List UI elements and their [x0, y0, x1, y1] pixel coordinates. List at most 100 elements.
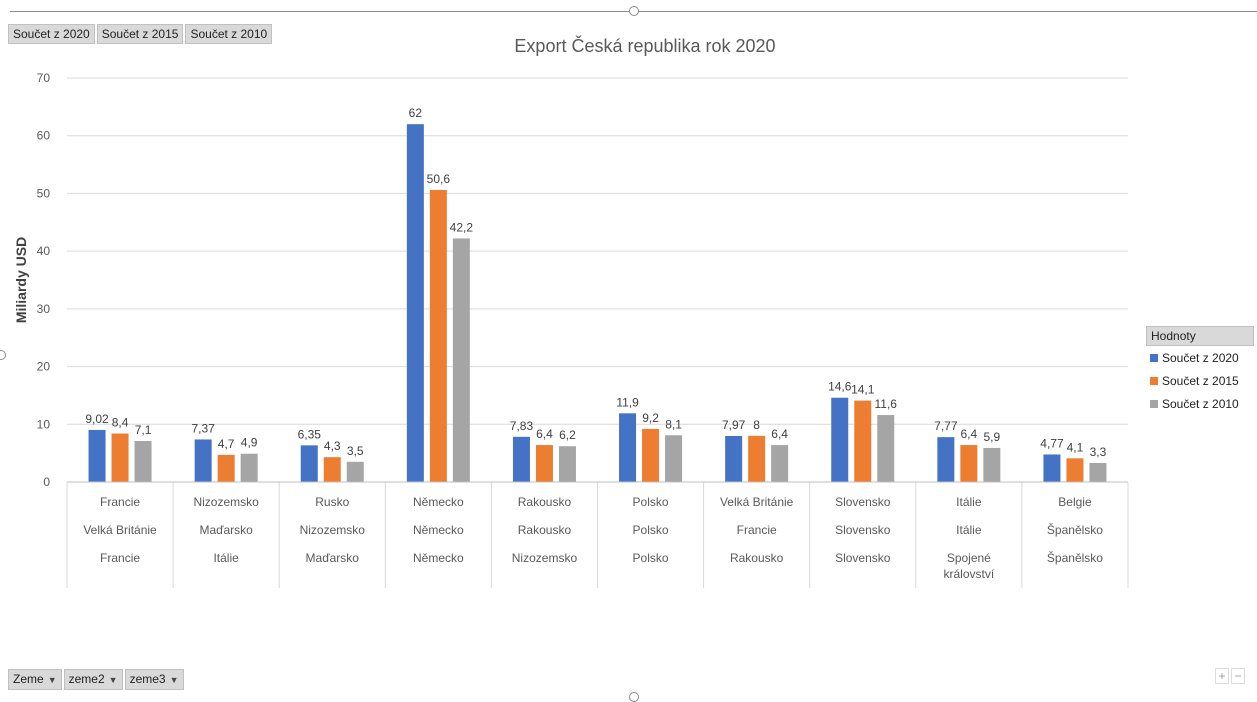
x-tick-label: Nizozemsko [512, 551, 578, 565]
data-label: 8,1 [665, 417, 682, 431]
data-label: 6,2 [559, 428, 576, 442]
bar[interactable] [1066, 458, 1084, 482]
data-label: 8 [753, 418, 760, 432]
legend-title[interactable]: Hodnoty [1146, 326, 1254, 346]
bar[interactable] [937, 437, 955, 482]
y-tick-label: 20 [37, 360, 51, 374]
field-button-2010[interactable]: Součet z 2010 [185, 24, 273, 44]
legend-item-2015: Součet z 2015 [1146, 369, 1254, 392]
bar[interactable] [512, 436, 530, 482]
field-button-zeme2[interactable]: zeme2 ▼ [63, 669, 123, 690]
resize-handle-top[interactable] [629, 6, 639, 16]
data-label: 3,5 [347, 444, 364, 458]
x-tick-label: Rakousko [518, 495, 572, 509]
bar[interactable] [346, 461, 364, 482]
bar[interactable] [831, 397, 849, 482]
x-tick-label: Slovensko [835, 523, 891, 537]
x-tick-label: Slovensko [835, 551, 891, 565]
data-label: 6,35 [298, 427, 322, 441]
bar[interactable] [452, 238, 470, 482]
dropdown-arrow-icon: ▼ [108, 675, 118, 685]
x-tick-label: Slovensko [835, 495, 891, 509]
field-button-2020[interactable]: Součet z 2020 [8, 24, 95, 44]
x-tick-label: Spojené [947, 551, 991, 565]
x-tick-label: Španělsko [1047, 522, 1103, 537]
field-button-label: zeme2 [68, 672, 105, 686]
bar[interactable] [300, 445, 318, 482]
bar[interactable] [771, 445, 789, 482]
bar[interactable] [1043, 454, 1061, 482]
dropdown-arrow-icon: ▼ [47, 675, 57, 685]
x-tick-label: Maďarsko [199, 523, 253, 537]
bar[interactable] [725, 436, 743, 482]
bar[interactable] [642, 428, 660, 482]
x-tick-label: Nizozemsko [193, 495, 259, 509]
field-button-2015[interactable]: Součet z 2015 [96, 24, 184, 44]
legend-swatch [1150, 376, 1158, 385]
bar[interactable] [748, 435, 766, 482]
x-tick-label: Velká Británie [83, 523, 157, 537]
field-button-label: zeme3 [129, 672, 166, 686]
bar[interactable] [217, 454, 235, 482]
bar[interactable] [877, 415, 895, 482]
data-label: 9,2 [642, 411, 659, 425]
collapse-icon[interactable]: − [1231, 668, 1245, 684]
data-label: 14,6 [828, 380, 852, 394]
data-label: 7,97 [722, 418, 746, 432]
data-label: 11,9 [616, 395, 639, 409]
bar[interactable] [194, 439, 212, 482]
x-tick-label: království [944, 567, 995, 581]
x-tick-label: Rakousko [518, 523, 572, 537]
data-label: 4,9 [241, 436, 258, 450]
bar[interactable] [854, 400, 872, 482]
resize-handle-left[interactable] [0, 350, 6, 360]
field-button-zeme3[interactable]: zeme3 ▼ [124, 669, 184, 690]
data-label: 3,3 [1090, 445, 1107, 459]
y-tick-label: 60 [37, 129, 51, 143]
bar[interactable] [111, 433, 129, 482]
bar[interactable] [240, 453, 258, 482]
bar[interactable] [323, 457, 341, 482]
y-tick-label: 40 [37, 244, 51, 258]
data-label: 5,9 [984, 430, 1001, 444]
bar[interactable] [558, 446, 576, 482]
data-label: 4,3 [324, 439, 341, 453]
x-tick-label: Belgie [1058, 495, 1092, 509]
y-tick-label: 0 [43, 475, 50, 489]
bar[interactable] [1089, 462, 1107, 482]
legend: Hodnoty Součet z 2020 Součet z 2015 Souč… [1146, 326, 1254, 415]
data-label: 7,77 [934, 419, 958, 433]
bar[interactable] [665, 435, 683, 482]
data-label: 7,1 [135, 423, 152, 437]
x-tick-label: Polsko [633, 551, 669, 565]
x-tick-label: Nizozemsko [300, 523, 366, 537]
bar[interactable] [429, 189, 447, 483]
bar[interactable] [535, 445, 553, 482]
bar[interactable] [983, 447, 1001, 482]
value-field-buttons: Součet z 2020 Součet z 2015 Součet z 201… [8, 24, 273, 44]
data-label: 50,6 [427, 172, 451, 186]
x-tick-label: Německo [413, 495, 464, 509]
legend-item-2020: Součet z 2020 [1146, 346, 1254, 369]
bar[interactable] [134, 441, 152, 482]
field-button-zeme[interactable]: Zeme ▼ [8, 669, 62, 690]
bar[interactable] [406, 124, 424, 483]
data-label: 6,4 [536, 427, 553, 441]
legend-label: Součet z 2020 [1162, 350, 1239, 365]
bar[interactable] [88, 429, 106, 482]
expand-icon[interactable]: + [1215, 668, 1229, 684]
x-tick-label: Velká Británie [720, 495, 794, 509]
bar[interactable] [960, 445, 978, 482]
data-label: 14,1 [851, 383, 875, 397]
bar[interactable] [619, 413, 637, 482]
field-button-label: Zeme [13, 672, 44, 686]
x-tick-label: Španělsko [1047, 550, 1103, 565]
x-tick-label: Itálie [213, 551, 239, 565]
x-tick-label: Maďarsko [306, 551, 360, 565]
x-tick-label: Německo [413, 551, 464, 565]
x-tick-label: Itálie [956, 523, 982, 537]
y-tick-label: 10 [37, 417, 51, 431]
y-tick-label: 50 [37, 186, 51, 200]
y-tick-label: 30 [37, 302, 51, 316]
